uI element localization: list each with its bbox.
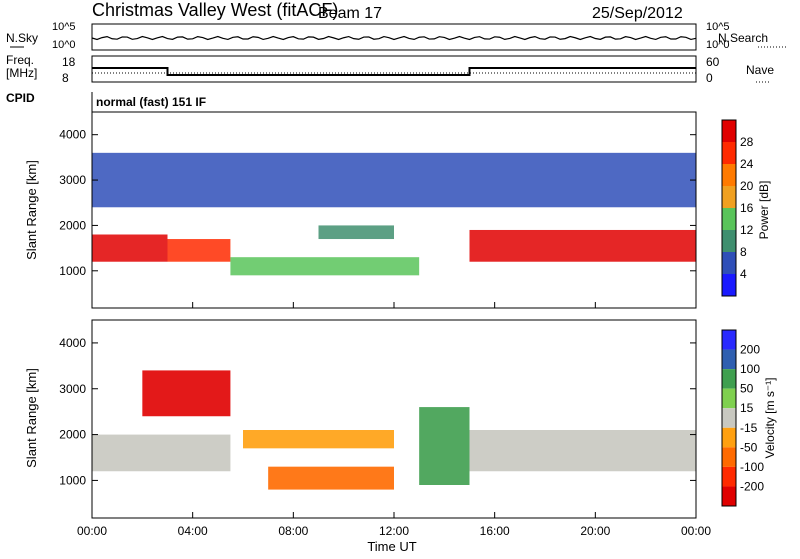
velocity-colorbar-tick: 200: [740, 343, 760, 357]
velocity-colorbar-frame: [721, 329, 737, 507]
power-cell: [167, 239, 231, 262]
noise-tick-low: 10^0: [52, 39, 76, 51]
x-tick-label: 00:00: [681, 524, 711, 538]
velocity-colorbar-tick: 50: [740, 382, 754, 396]
velocity-colorbar-segment: [722, 427, 736, 448]
cpid-text: normal (fast) 151 IF: [96, 95, 206, 109]
power-panel-frame: [91, 111, 697, 309]
y-tick-label: 2000: [59, 218, 86, 232]
nsky-label: N.Sky: [6, 31, 38, 45]
noise-sky-line: [91, 35, 697, 41]
velocity-cell: [268, 466, 394, 490]
velocity-cell: [419, 407, 470, 485]
y-tick-label: 1000: [59, 473, 86, 487]
velocity-colorbar-label: Velocity [m s⁻¹]: [763, 377, 777, 458]
x-tick-label: 16:00: [480, 524, 510, 538]
power-colorbar-segment: [722, 142, 736, 164]
velocity-colorbar-tick: -15: [740, 421, 758, 435]
nave-tick-high: 60: [706, 55, 720, 69]
velocity-colorbar-segment: [722, 369, 736, 389]
power-heatmap: [92, 152, 696, 276]
power-colorbar: 4 8 12 16 20 24 28: [721, 119, 754, 297]
cpid-label: CPID: [6, 91, 35, 105]
velocity-y-axis: 1000 2000 3000 4000: [59, 336, 696, 487]
power-colorbar-tick: 20: [740, 179, 754, 193]
velocity-colorbar-segment: [722, 486, 736, 506]
power-colorbar-tick: 4: [740, 267, 747, 281]
power-y-axis-label: Slant Range [km]: [24, 160, 39, 260]
y-tick-label: 4000: [59, 336, 86, 350]
velocity-colorbar-tick: -100: [740, 460, 764, 474]
x-tick-label: 00:00: [77, 524, 107, 538]
power-colorbar-frame: [721, 119, 737, 297]
time-axis-label: Time UT: [367, 539, 416, 554]
noise-panel: [91, 23, 697, 51]
power-colorbar-segment: [722, 208, 736, 230]
y-tick-label: 3000: [59, 382, 86, 396]
freq-label: Freq.: [6, 53, 34, 67]
nsearch-label: N.Search: [718, 31, 768, 45]
x-tick-label: 08:00: [278, 524, 308, 538]
y-tick-label: 4000: [59, 128, 86, 142]
power-colorbar-segment: [722, 120, 736, 142]
velocity-cell: [142, 370, 231, 417]
velocity-cell: [469, 430, 696, 472]
power-colorbar-label: Power [dB]: [757, 181, 771, 240]
velocity-colorbar-segment: [722, 466, 736, 487]
velocity-colorbar-segment: [722, 349, 736, 370]
x-tick-label: 12:00: [379, 524, 409, 538]
power-colorbar-segment: [722, 164, 736, 186]
velocity-colorbar-segment: [722, 388, 736, 409]
plot-title: Christmas Valley West (fitACF): [92, 0, 338, 20]
velocity-colorbar-segment: [722, 408, 736, 428]
velocity-colorbar: 200 100 50 15 -15 -50 -100 -200: [721, 329, 764, 507]
noise-tick-high-right: 10^5: [706, 21, 730, 33]
power-colorbar-segment: [722, 252, 736, 274]
power-colorbar-tick: 8: [740, 245, 747, 259]
velocity-heatmap: [92, 370, 696, 490]
x-tick-label: 20:00: [580, 524, 610, 538]
freq-trace: [92, 67, 696, 76]
velocity-cell: [243, 430, 394, 449]
x-tick-label: 04:00: [178, 524, 208, 538]
beam-label: Beam 17: [318, 5, 382, 22]
power-colorbar-segment: [722, 230, 736, 252]
power-cell: [318, 225, 394, 240]
power-colorbar-segment: [722, 186, 736, 208]
freq-unit-label: [MHz]: [6, 66, 37, 80]
power-colorbar-tick: 12: [740, 223, 754, 237]
power-colorbar-tick: 16: [740, 201, 754, 215]
time-axis: 00:00 04:00 08:00 12:00 16:00 20:00 00:00: [77, 302, 711, 538]
power-colorbar-segment: [722, 274, 736, 296]
freq-tick-high: 18: [62, 55, 76, 69]
velocity-colorbar-tick: 15: [740, 401, 754, 415]
freq-tick-low: 8: [62, 71, 69, 85]
power-cell: [469, 229, 696, 262]
noise-trace: [91, 35, 697, 41]
power-cell: [230, 257, 420, 276]
velocity-colorbar-tick: -200: [740, 479, 764, 493]
power-cell: [92, 152, 696, 208]
power-cell: [92, 234, 168, 262]
power-colorbar-tick: 24: [740, 157, 754, 171]
velocity-colorbar-segment: [722, 330, 736, 350]
power-y-axis: 1000 2000 3000 4000: [59, 128, 696, 278]
y-tick-label: 2000: [59, 428, 86, 442]
velocity-cell: [92, 434, 231, 472]
date-label: 25/Sep/2012: [592, 5, 683, 22]
nave-tick-low: 0: [706, 71, 713, 85]
y-tick-label: 1000: [59, 264, 86, 278]
nave-label: Nave: [746, 63, 774, 77]
power-colorbar-tick: 28: [740, 135, 754, 149]
velocity-colorbar-segment: [722, 447, 736, 467]
y-tick-label: 3000: [59, 173, 86, 187]
velocity-colorbar-tick: 100: [740, 362, 760, 376]
velocity-colorbar-tick: -50: [740, 440, 758, 454]
noise-tick-high: 10^5: [52, 21, 76, 33]
noise-tick-low-right: 10^0: [706, 39, 730, 51]
velocity-y-axis-label: Slant Range [km]: [24, 368, 39, 468]
